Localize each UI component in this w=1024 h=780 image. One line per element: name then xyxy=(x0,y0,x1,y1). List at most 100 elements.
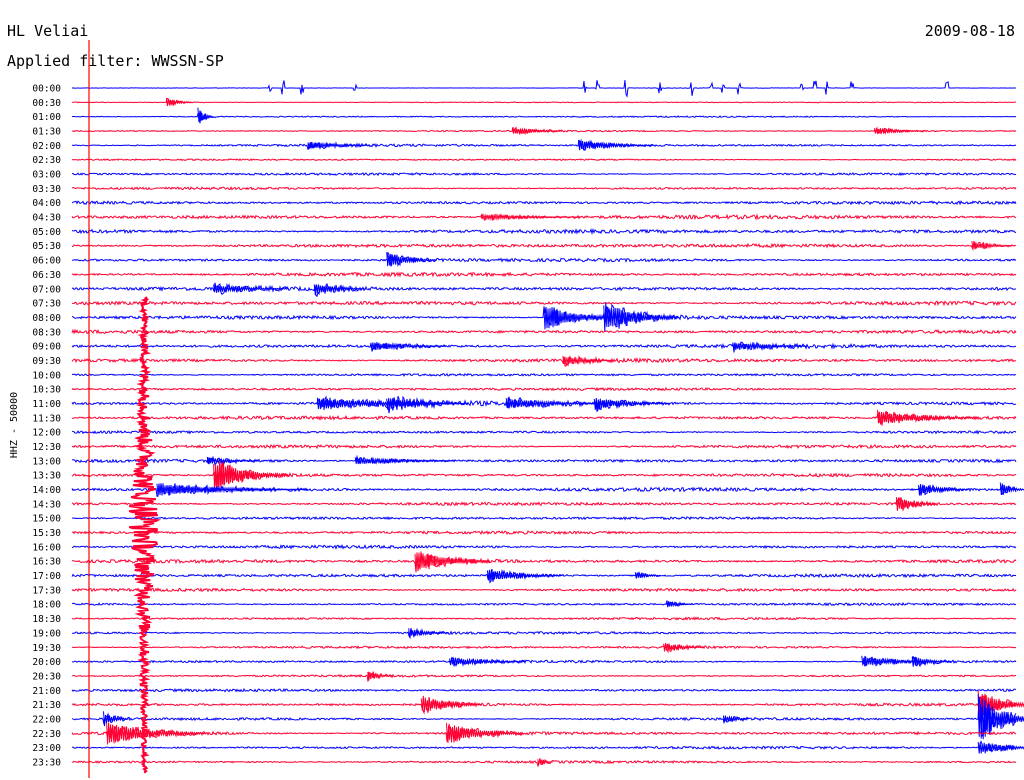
event-burst xyxy=(449,657,525,666)
trace-row xyxy=(71,138,1017,151)
event-burst xyxy=(593,398,670,410)
event-burst xyxy=(213,284,289,293)
event-burst xyxy=(977,690,1024,716)
time-label: 16:30 xyxy=(32,557,61,568)
event-burst xyxy=(895,497,937,511)
trace-row xyxy=(71,97,1016,107)
time-label: 05:30 xyxy=(32,241,61,252)
event-burst xyxy=(165,97,192,107)
trace-row xyxy=(71,429,1017,435)
trace-row xyxy=(71,227,1017,236)
time-label: 18:00 xyxy=(32,600,61,611)
big-quake-trace xyxy=(128,296,162,774)
event-burst xyxy=(213,460,290,491)
event-burst xyxy=(977,741,1024,754)
time-label: 20:30 xyxy=(32,671,61,682)
y-axis-label: HHZ - 50000 xyxy=(9,392,20,458)
event-burst xyxy=(977,694,1024,740)
trace-row xyxy=(71,723,1017,744)
trace-row xyxy=(71,643,1017,654)
trace-row xyxy=(71,697,1017,737)
time-label: 10:30 xyxy=(32,385,61,396)
time-label: 04:00 xyxy=(32,198,61,209)
event-burst xyxy=(197,107,214,122)
time-label: 21:00 xyxy=(32,686,61,697)
event-burst xyxy=(307,141,369,150)
time-label: 01:30 xyxy=(32,127,61,138)
event-burst xyxy=(103,711,129,727)
time-label: 03:30 xyxy=(32,184,61,195)
record-date: 2009-08-18 xyxy=(924,22,1015,40)
event-burst xyxy=(106,722,207,745)
time-label: 07:30 xyxy=(32,299,61,310)
trace-row xyxy=(71,251,1017,268)
time-label: 15:00 xyxy=(32,514,61,525)
event-burst xyxy=(512,127,563,136)
event-burst xyxy=(370,342,447,351)
time-label: 05:00 xyxy=(32,227,61,238)
trace-row xyxy=(71,443,1017,450)
time-label: 14:30 xyxy=(32,499,61,510)
trace-row xyxy=(71,328,1017,335)
time-label: 02:30 xyxy=(32,155,61,166)
filter-label: Applied filter: WWSSN-SP xyxy=(7,52,224,70)
time-label: 07:00 xyxy=(32,284,61,295)
trace-row xyxy=(71,395,1016,414)
trace-row xyxy=(71,240,1017,252)
time-label: 20:00 xyxy=(32,657,61,668)
station-name: HL Veliai xyxy=(7,22,89,40)
trace-row xyxy=(71,410,1017,426)
event-burst xyxy=(537,758,553,766)
time-label: 08:00 xyxy=(32,313,61,324)
event-burst xyxy=(722,715,749,723)
event-burst xyxy=(663,642,704,652)
time-label: 09:30 xyxy=(32,356,61,367)
trace-row xyxy=(71,516,1017,521)
trace-row xyxy=(71,544,1017,550)
time-label: 19:00 xyxy=(32,628,61,639)
trace-row xyxy=(71,551,1017,572)
trace-row xyxy=(71,687,1017,693)
trace-row xyxy=(71,355,1017,367)
time-label: 03:00 xyxy=(32,170,61,181)
time-label: 10:00 xyxy=(32,370,61,381)
time-label: 18:30 xyxy=(32,614,61,625)
time-label: 06:30 xyxy=(32,270,61,281)
time-labels: 00:00 00:30 01:00 01:30 02:00 02:30 03:00 03:30… xyxy=(32,84,61,769)
trace-row xyxy=(71,282,1017,298)
event-burst xyxy=(732,342,808,350)
trace-row xyxy=(71,386,1017,392)
trace-row xyxy=(71,616,1017,621)
trace-row xyxy=(71,600,1017,608)
time-label: 00:30 xyxy=(32,98,61,109)
trace-row xyxy=(71,341,1017,353)
time-label: 06:00 xyxy=(32,256,61,267)
trace-row xyxy=(71,655,1017,668)
event-burst xyxy=(505,397,607,409)
event-burst xyxy=(873,127,925,135)
time-label: 22:30 xyxy=(32,729,61,740)
trace-row xyxy=(71,111,1017,124)
trace-row xyxy=(71,171,1017,177)
time-label: 12:00 xyxy=(32,428,61,439)
event-burst xyxy=(603,302,680,332)
event-burst xyxy=(666,600,692,608)
trace-row xyxy=(71,758,1017,768)
trace-row xyxy=(72,740,1017,753)
time-label: 21:30 xyxy=(32,700,61,711)
time-label: 02:00 xyxy=(32,141,61,152)
trace-row xyxy=(71,530,1017,535)
trace-row xyxy=(71,303,1017,329)
event-burst xyxy=(971,241,1013,250)
event-burst xyxy=(999,482,1024,496)
time-label: 17:30 xyxy=(32,585,61,596)
traces xyxy=(71,40,1024,778)
event-burst xyxy=(562,355,614,365)
time-label: 09:00 xyxy=(32,342,61,353)
trace-row xyxy=(71,213,1017,222)
event-burst xyxy=(156,483,309,496)
trace-row xyxy=(72,300,1017,307)
event-burst xyxy=(367,671,393,681)
trace-row xyxy=(71,454,1017,467)
